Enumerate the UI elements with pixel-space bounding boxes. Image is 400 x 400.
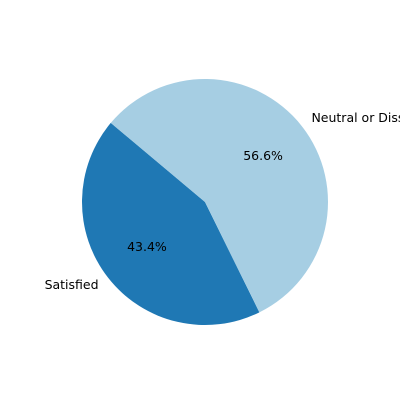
- pie-slice-1-category-label: Neutral or Dissatisfied: [311, 110, 400, 125]
- pie-slice-0-category-label: Satisfied: [45, 277, 99, 292]
- pie-slice-0: [82, 122, 260, 325]
- pie-slice-1-percent-label: 56.6%: [243, 148, 283, 163]
- pie-slice-1: [110, 78, 329, 313]
- pie-slice-0-percent-label: 43.4%: [127, 239, 167, 254]
